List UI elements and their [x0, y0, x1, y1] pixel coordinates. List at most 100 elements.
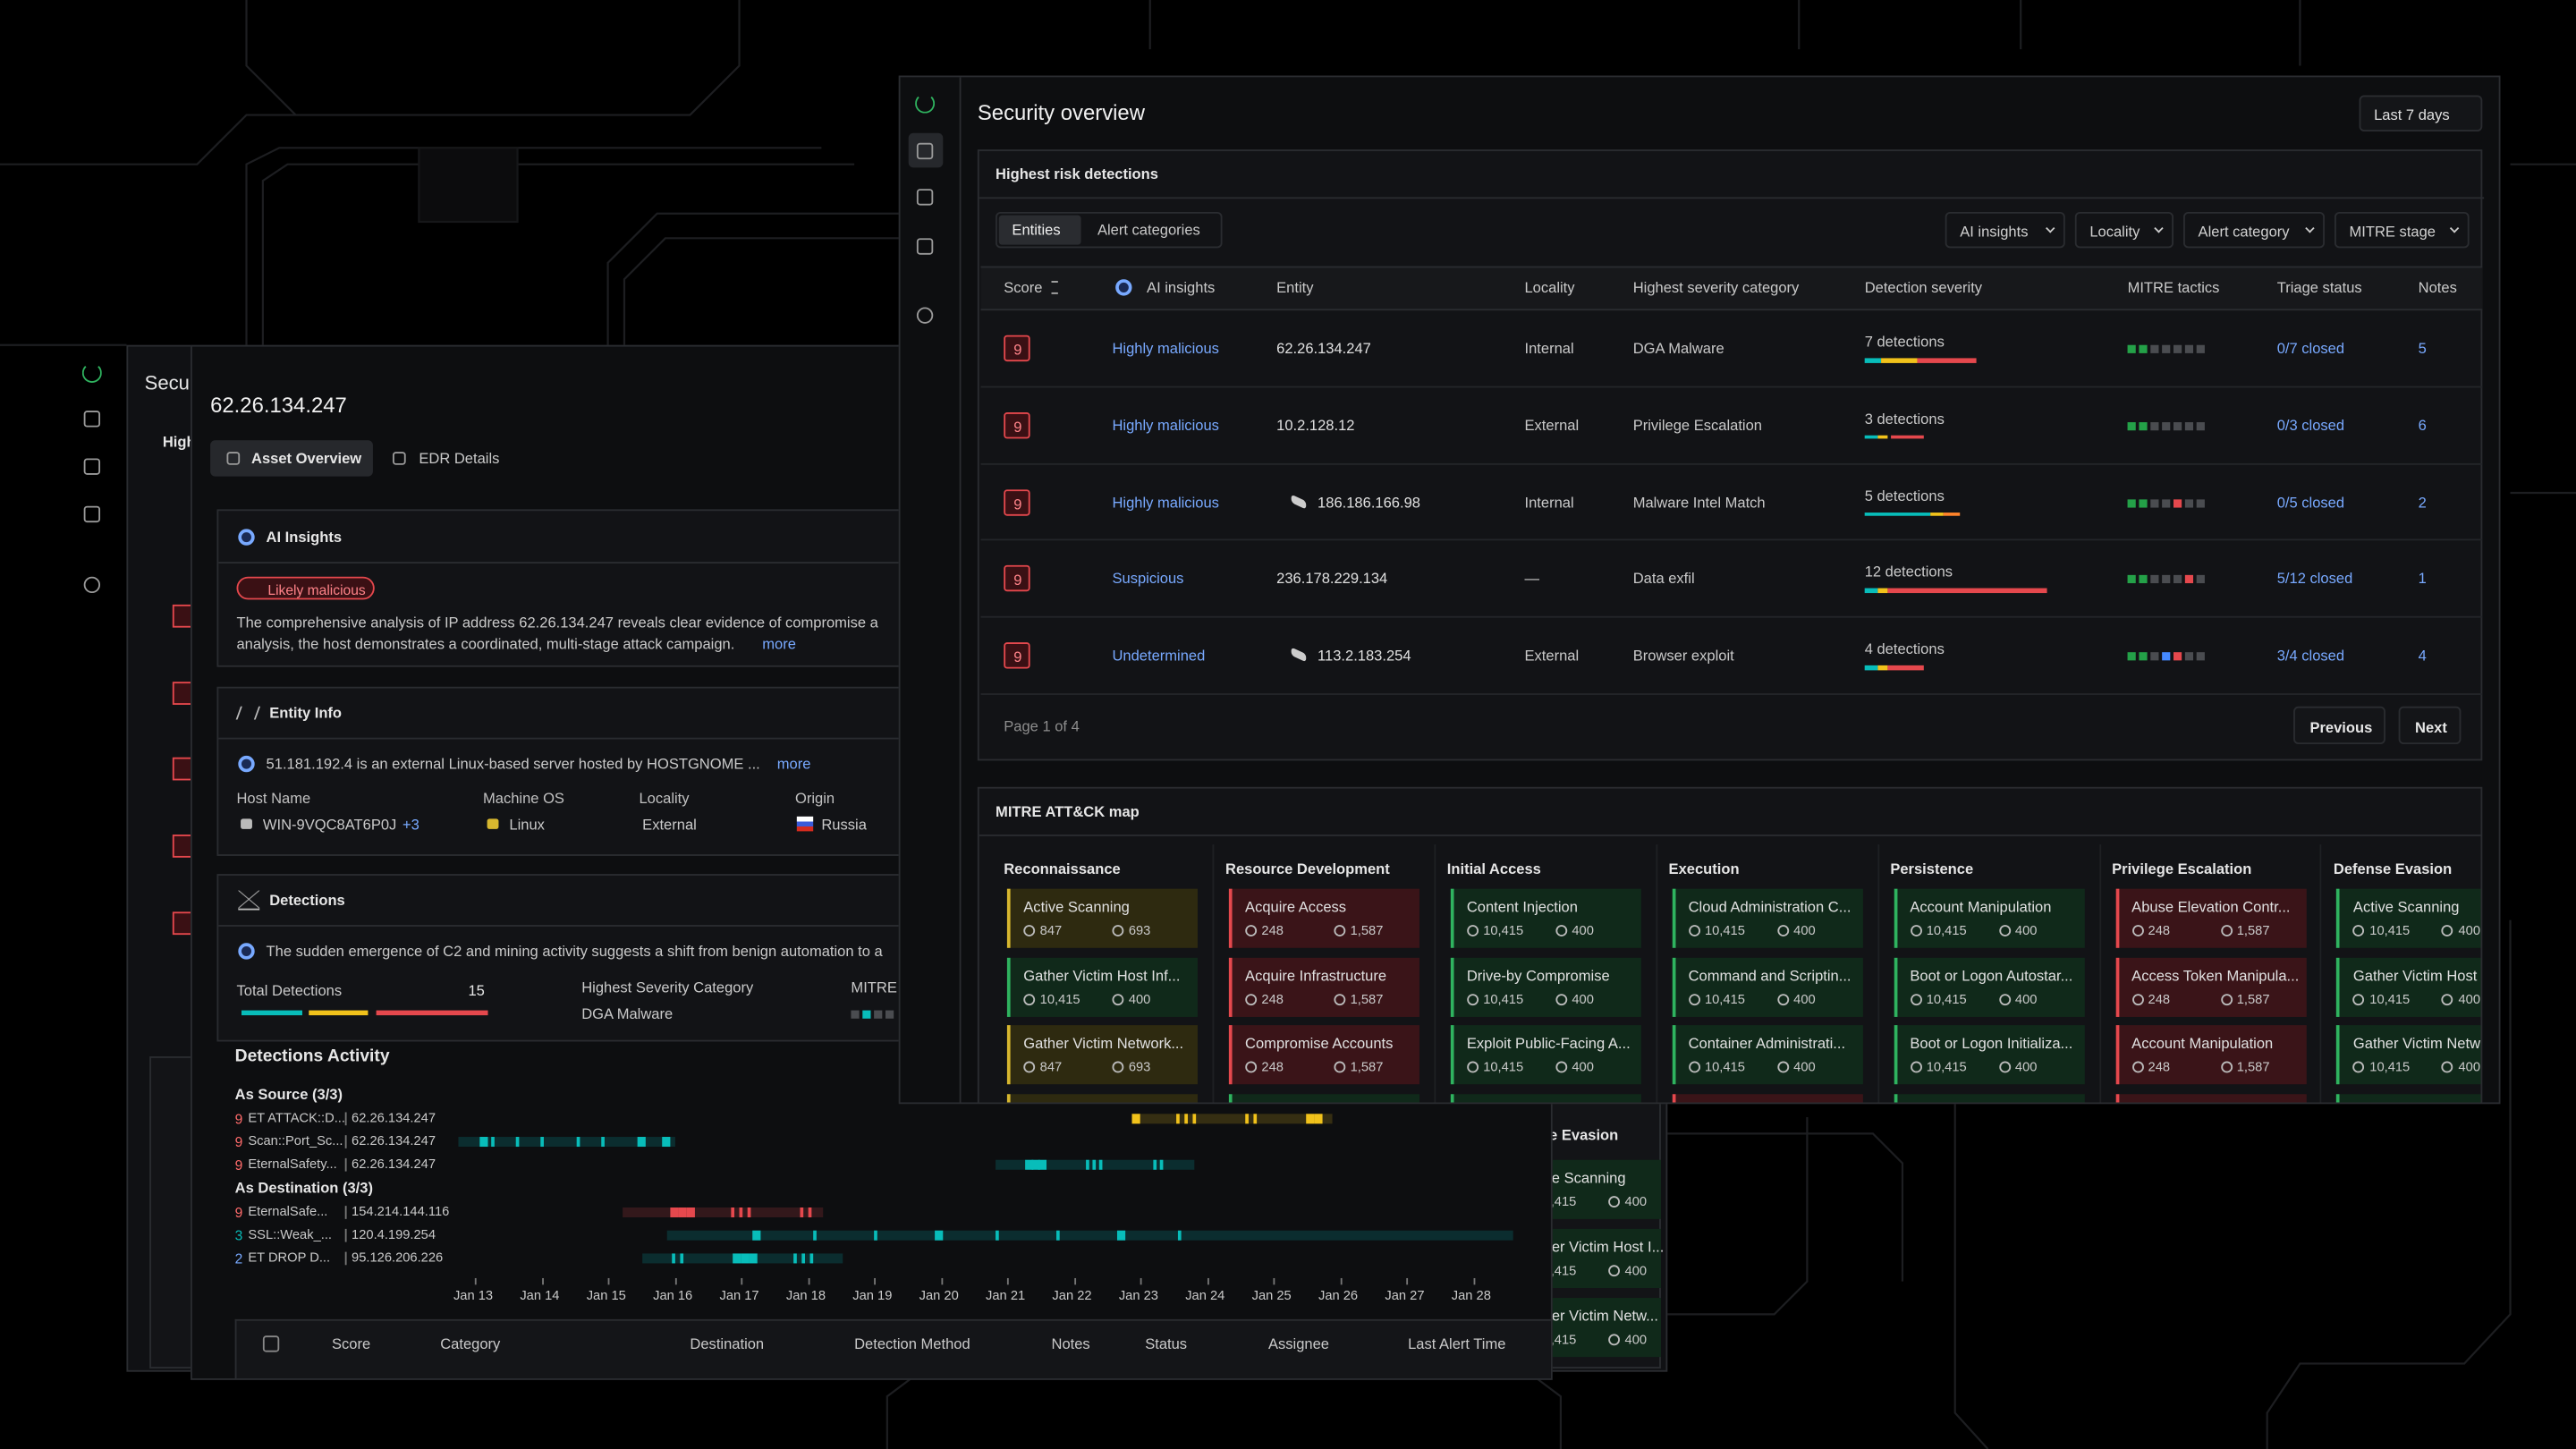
triage-status[interactable]: 3/4 closed — [2276, 647, 2345, 665]
header-row — [980, 266, 2483, 311]
column-header[interactable]: Status — [1145, 1335, 1188, 1352]
triage-status[interactable]: 0/5 closed — [2276, 493, 2345, 511]
notes[interactable]: 4 — [2418, 647, 2427, 665]
column-header[interactable]: Score — [332, 1335, 371, 1352]
ai-icon — [238, 529, 255, 546]
technique-resolved: 400 — [1793, 1060, 1816, 1075]
technique-card — [1672, 1094, 1863, 1103]
field-label: Total Detections — [236, 982, 343, 999]
entity[interactable]: 236.178.229.134 — [1276, 570, 1388, 588]
filter-dropdown[interactable]: AI insights — [1945, 211, 2065, 249]
field-value: DGA Malware — [581, 1005, 674, 1022]
tab-active[interactable] — [998, 215, 1081, 245]
range-button[interactable]: Last 7 days — [2359, 95, 2483, 131]
tab-label[interactable]: Entities — [1012, 221, 1061, 239]
next-button[interactable]: Next — [2398, 706, 2462, 745]
tactic-square — [2127, 652, 2136, 661]
range-label[interactable]: Last 7 days — [2374, 106, 2450, 123]
tab-label[interactable]: Alert categories — [1097, 221, 1200, 239]
timeline-event — [1184, 1114, 1188, 1124]
filter-label[interactable]: Locality — [2089, 223, 2140, 241]
score: 9 — [1013, 418, 1022, 436]
triage-status[interactable]: 0/7 closed — [2276, 340, 2345, 357]
column-header[interactable]: Last Alert Time — [1408, 1335, 1506, 1352]
field-extra[interactable]: +3 — [402, 816, 419, 834]
column-header[interactable]: Score — [1004, 279, 1043, 296]
nav-active[interactable] — [908, 132, 944, 168]
page-title: Security overview — [977, 100, 1145, 125]
column-header[interactable]: Category — [440, 1335, 501, 1352]
severity-bar — [1864, 358, 1882, 363]
previous-button[interactable]: Previous — [2293, 706, 2385, 745]
technique-resolved: 400 — [1128, 991, 1151, 1007]
triage-status[interactable]: 5/12 closed — [2276, 570, 2353, 588]
timeline-event — [752, 1230, 761, 1241]
entity[interactable]: 113.2.183.254 — [1318, 647, 1411, 665]
filter-label[interactable]: MITRE stage — [2349, 223, 2436, 241]
technique-card: Abuse Elevation Contr... 248 1,587 — [2114, 888, 2306, 948]
activity-ip: 120.4.199.254 — [352, 1227, 436, 1242]
chevron — [2449, 224, 2460, 233]
field-label: Machine OS — [483, 790, 564, 807]
technique-name: Command and Scriptin... — [1688, 967, 1852, 984]
field-value: WIN-9VQC8AT6P0J — [262, 816, 397, 834]
button-label[interactable]: Next — [2415, 719, 2447, 736]
triage-status[interactable]: 0/3 closed — [2276, 417, 2345, 434]
notes[interactable]: 5 — [2418, 340, 2427, 357]
timeline-date: Jan 24 — [1185, 1288, 1225, 1303]
tab[interactable]: Asset Overview — [210, 440, 373, 477]
notes[interactable]: 2 — [2418, 493, 2427, 511]
timeline-event — [808, 1208, 812, 1218]
column-header[interactable]: Detection Method — [854, 1335, 970, 1352]
tab-label[interactable]: Asset Overview — [251, 450, 362, 467]
technique-card: Drive-by Compromise 10,415 400 — [1450, 957, 1641, 1017]
technique-resolved: 1,587 — [1350, 991, 1384, 1007]
technique-resolved: 400 — [1572, 991, 1594, 1007]
count-icon — [2131, 1062, 2144, 1074]
tactic-square — [2139, 421, 2148, 430]
button-label[interactable]: Previous — [2309, 719, 2373, 736]
separator — [344, 1135, 347, 1148]
filter-dropdown[interactable]: Alert category — [2183, 211, 2325, 249]
notes[interactable]: 1 — [2418, 570, 2427, 588]
timeline-date: Jan 13 — [453, 1288, 494, 1303]
score-badge: 9 — [1004, 411, 1030, 438]
column-header[interactable]: Assignee — [1267, 1335, 1329, 1352]
filter-dropdown[interactable]: MITRE stage — [2334, 211, 2470, 249]
timeline-event — [1092, 1159, 1097, 1170]
filter-dropdown[interactable]: Locality — [2074, 211, 2174, 249]
filter-label[interactable]: AI insights — [1960, 223, 2029, 241]
tactic-square — [2196, 652, 2205, 661]
card-title: AI Insights — [266, 529, 343, 546]
entity[interactable]: 62.26.134.247 — [1276, 340, 1371, 357]
filter-label[interactable]: Alert category — [2198, 223, 2290, 241]
timeline-date: Jan 28 — [1451, 1288, 1491, 1303]
timeline-date: Jan 23 — [1118, 1288, 1158, 1303]
column-header[interactable]: Notes — [1051, 1335, 1090, 1352]
detection-count: 3 detections — [1864, 410, 1945, 428]
tab-label[interactable]: EDR Details — [419, 450, 500, 467]
ai-insight[interactable]: Suspicious — [1112, 570, 1184, 588]
entity[interactable]: 10.2.128.12 — [1276, 417, 1355, 434]
notes[interactable]: 6 — [2418, 417, 2427, 434]
ai-insight[interactable]: Highly malicious — [1112, 493, 1219, 511]
field-value: Russia — [821, 816, 867, 834]
ai-insight[interactable]: Highly malicious — [1112, 340, 1219, 357]
ai-insight[interactable]: Undetermined — [1112, 647, 1206, 665]
entity[interactable]: 186.186.166.98 — [1318, 493, 1420, 511]
activity-name: SSL::Weak_... — [248, 1227, 333, 1242]
more-link[interactable]: more — [776, 755, 811, 773]
warning-icon — [238, 890, 260, 911]
severity-category: DGA Malware — [1632, 340, 1724, 357]
checkbox[interactable] — [262, 1335, 280, 1352]
activity-name: EternalSafety... — [248, 1157, 337, 1172]
timeline-event — [1192, 1114, 1197, 1124]
timeline-event — [491, 1137, 495, 1148]
column-header[interactable]: Destination — [690, 1335, 765, 1352]
more-link[interactable]: more — [762, 635, 796, 653]
timeline-lane — [666, 1230, 1513, 1241]
tactic-square — [2150, 498, 2159, 507]
timeline-event — [1086, 1159, 1089, 1170]
ai-insight[interactable]: Highly malicious — [1112, 417, 1219, 434]
severity-bar — [1930, 512, 1944, 516]
